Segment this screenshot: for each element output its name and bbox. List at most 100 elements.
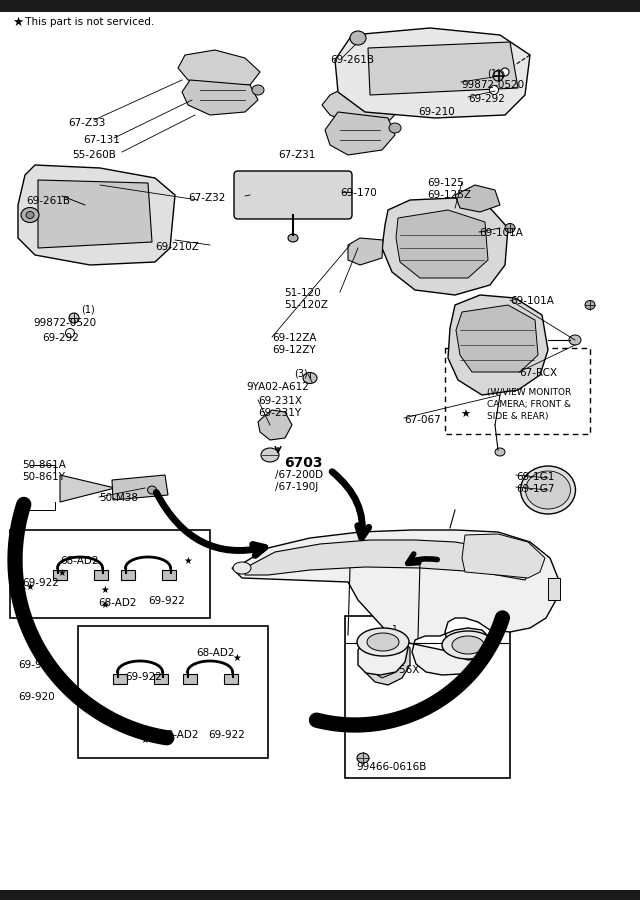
Ellipse shape [495, 448, 505, 456]
Ellipse shape [569, 335, 581, 345]
Text: /67-200D: /67-200D [275, 470, 323, 480]
Ellipse shape [303, 373, 317, 383]
Text: 69-56X: 69-56X [382, 665, 419, 675]
Text: 69-231Y: 69-231Y [258, 408, 301, 418]
Bar [161, 570, 175, 580]
Polygon shape [456, 305, 538, 372]
Text: 69-1G7: 69-1G7 [516, 484, 554, 494]
Polygon shape [325, 112, 395, 155]
Text: (1): (1) [487, 68, 500, 78]
Text: (1): (1) [374, 545, 388, 555]
Text: 68-AD2: 68-AD2 [160, 730, 198, 740]
Ellipse shape [233, 562, 251, 574]
Text: (1): (1) [393, 625, 407, 635]
Circle shape [386, 621, 404, 639]
Text: ★: ★ [232, 653, 241, 663]
Ellipse shape [525, 471, 570, 509]
Polygon shape [348, 238, 383, 265]
Text: ★: ★ [100, 585, 109, 595]
Text: 69-210: 69-210 [418, 107, 455, 117]
Ellipse shape [493, 71, 503, 81]
Bar [548, 578, 560, 600]
Text: 69-170: 69-170 [340, 188, 377, 198]
Text: 69-922: 69-922 [125, 672, 162, 682]
Ellipse shape [452, 636, 484, 654]
Bar [93, 570, 108, 580]
Bar [445, 348, 590, 434]
Text: 67-RCX: 67-RCX [519, 368, 557, 378]
Text: ★: ★ [183, 556, 192, 566]
Text: 99872-0520: 99872-0520 [461, 80, 524, 90]
Ellipse shape [26, 212, 34, 219]
Ellipse shape [350, 31, 366, 45]
Text: 69-922: 69-922 [208, 730, 245, 740]
Text: 50-M38: 50-M38 [99, 493, 138, 503]
Ellipse shape [585, 301, 595, 310]
Text: CAMERA; FRONT &: CAMERA; FRONT & [487, 400, 571, 409]
Ellipse shape [520, 466, 575, 514]
Text: 51-120Z: 51-120Z [284, 300, 328, 310]
Ellipse shape [357, 628, 409, 656]
Text: 69-231X: 69-231X [258, 396, 302, 406]
Ellipse shape [442, 631, 494, 659]
Text: 1: 1 [397, 548, 403, 557]
Text: 69-101A: 69-101A [479, 228, 523, 238]
Polygon shape [455, 185, 500, 212]
Text: 67-Z32: 67-Z32 [188, 193, 225, 203]
Polygon shape [232, 530, 558, 675]
Text: 69-292: 69-292 [42, 333, 79, 343]
Circle shape [391, 544, 409, 562]
Text: 9YA02-A612: 9YA02-A612 [246, 382, 309, 392]
Text: 67-Z31: 67-Z31 [278, 150, 316, 160]
Text: ★: ★ [100, 600, 109, 610]
Text: /67-190J: /67-190J [275, 482, 318, 492]
Bar [0, 0, 640, 12]
Text: 68-AD2: 68-AD2 [196, 648, 234, 658]
Text: 99872-0520: 99872-0520 [33, 318, 96, 328]
Text: (W/VIEW MONITOR: (W/VIEW MONITOR [487, 388, 572, 397]
Text: 55-260B: 55-260B [72, 150, 116, 160]
Polygon shape [368, 42, 518, 95]
Ellipse shape [21, 208, 39, 222]
Text: 69-12ZA: 69-12ZA [272, 333, 317, 343]
Text: ★: ★ [25, 582, 34, 592]
Text: 69-125Z: 69-125Z [427, 190, 471, 200]
Polygon shape [322, 80, 408, 125]
Text: 50-861A: 50-861A [22, 460, 66, 470]
Polygon shape [258, 410, 292, 440]
FancyArrowPatch shape [156, 492, 265, 555]
Text: 51-120: 51-120 [284, 288, 321, 298]
Text: 69-12ZY: 69-12ZY [272, 345, 316, 355]
Text: SIDE & REAR): SIDE & REAR) [487, 412, 548, 421]
Text: 1: 1 [392, 626, 398, 634]
Ellipse shape [490, 86, 499, 94]
Bar [0, 890, 640, 900]
Bar [52, 570, 67, 580]
Ellipse shape [494, 70, 504, 80]
Text: 69-261B: 69-261B [26, 196, 70, 206]
Text: 1: 1 [392, 548, 398, 558]
FancyBboxPatch shape [234, 171, 352, 219]
Polygon shape [448, 295, 548, 395]
Polygon shape [182, 80, 258, 115]
Ellipse shape [367, 633, 399, 651]
Ellipse shape [389, 123, 401, 133]
Polygon shape [396, 210, 488, 278]
Bar [345, 616, 510, 778]
Bar [154, 674, 168, 684]
Polygon shape [60, 475, 115, 502]
Text: 67-131: 67-131 [83, 135, 120, 145]
Text: 69-101A: 69-101A [510, 296, 554, 306]
Text: 69-261B: 69-261B [330, 55, 374, 65]
Polygon shape [382, 198, 508, 295]
Polygon shape [38, 180, 152, 248]
Ellipse shape [252, 85, 264, 95]
Ellipse shape [69, 313, 79, 323]
FancyArrowPatch shape [408, 554, 437, 563]
Ellipse shape [379, 646, 395, 664]
Text: (1): (1) [81, 304, 95, 314]
Circle shape [385, 543, 405, 563]
Ellipse shape [147, 486, 157, 494]
FancyArrowPatch shape [332, 472, 369, 537]
Bar [113, 674, 127, 684]
